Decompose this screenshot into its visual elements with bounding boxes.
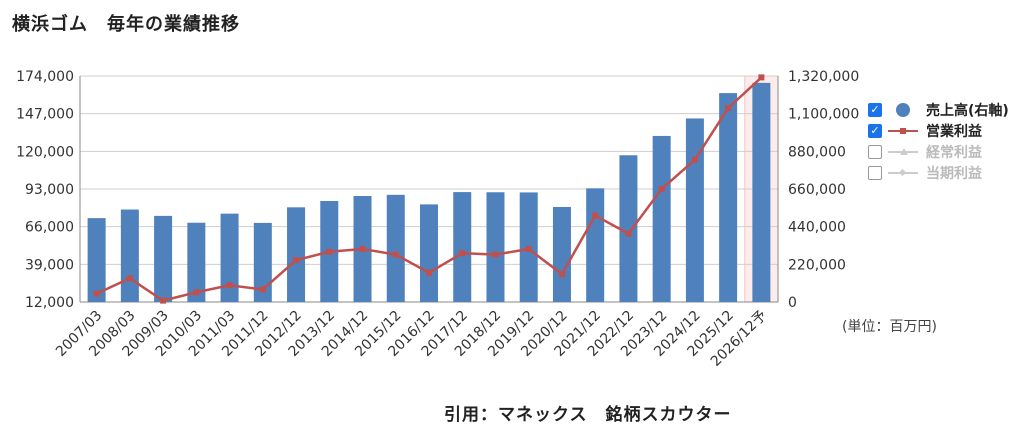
right-tick-label: 0	[788, 295, 797, 311]
line-point	[426, 269, 432, 276]
right-tick-label: 880,000	[788, 144, 846, 160]
line-point	[392, 251, 399, 258]
right-tick-label: 220,000	[788, 257, 846, 273]
left-tick-label: 12,000	[25, 295, 74, 311]
bar	[420, 204, 438, 302]
line-diamond-marker-icon	[888, 166, 922, 180]
line-point	[193, 289, 200, 296]
source-credit: 引用：マネックス 銘柄スカウター	[444, 405, 732, 425]
bar	[386, 194, 405, 302]
right-tick-label: 660,000	[788, 182, 846, 198]
checkbox-checked-icon[interactable]: ✓	[868, 102, 882, 117]
checkbox-unchecked-icon[interactable]	[868, 165, 882, 180]
unit-note: (単位：百万円)	[842, 319, 937, 335]
legend-item-ordinary-profit[interactable]: 経常利益	[868, 141, 1009, 162]
line-square-marker-icon	[888, 124, 922, 138]
bar	[453, 192, 472, 302]
line-point	[93, 290, 100, 297]
legend: ✓ 売上高(右軸) ✓ 営業利益 経常利益 当期利益	[868, 99, 1009, 183]
line-point	[126, 275, 133, 282]
bar	[120, 209, 139, 302]
legend-label: 営業利益	[926, 123, 982, 140]
bar	[154, 215, 173, 302]
line-point	[525, 245, 532, 252]
line-point	[725, 105, 732, 112]
circle-marker-icon	[888, 102, 922, 117]
bar	[652, 135, 671, 302]
left-tick-label: 120,000	[16, 144, 74, 160]
legend-item-sales[interactable]: ✓ 売上高(右軸)	[868, 99, 1009, 120]
line-point	[558, 271, 565, 278]
line-point	[592, 212, 599, 219]
line-point	[459, 250, 466, 257]
bar	[586, 188, 605, 302]
chart-title: 横浜ゴム 毎年の業績推移	[12, 14, 240, 35]
bar	[486, 192, 505, 302]
left-tick-label: 66,000	[25, 220, 74, 236]
bar	[719, 93, 738, 302]
bar	[685, 118, 704, 303]
bar	[287, 207, 306, 302]
right-tick-label: 1,320,000	[788, 69, 859, 85]
line-triangle-marker-icon	[888, 145, 922, 159]
left-tick-label: 93,000	[25, 182, 74, 198]
bar	[220, 213, 239, 302]
line-point	[160, 297, 167, 304]
line-point	[492, 251, 499, 258]
left-tick-label: 39,000	[25, 257, 74, 273]
legend-label: 当期利益	[926, 165, 982, 182]
right-tick-label: 440,000	[788, 220, 846, 236]
line-point	[758, 74, 765, 81]
bar	[752, 82, 771, 303]
line-point	[259, 286, 266, 293]
line-point	[326, 248, 333, 255]
legend-item-net-profit[interactable]: 当期利益	[868, 162, 1009, 183]
line-point	[293, 257, 300, 264]
left-tick-label: 174,000	[16, 69, 74, 85]
legend-label: 経常利益	[926, 144, 982, 161]
legend-item-operating-profit[interactable]: ✓ 営業利益	[868, 120, 1009, 141]
bar	[552, 206, 571, 302]
bar	[87, 218, 106, 302]
checkbox-unchecked-icon[interactable]	[868, 144, 882, 159]
bar	[619, 155, 638, 302]
line-point	[658, 186, 665, 192]
left-tick-label: 147,000	[16, 107, 74, 123]
bar	[187, 222, 206, 302]
line-point	[691, 156, 698, 163]
line-point	[359, 245, 366, 252]
line-point	[226, 282, 233, 289]
right-tick-label: 1,100,000	[788, 107, 859, 123]
line-point	[625, 230, 632, 237]
legend-label: 売上高(右軸)	[926, 102, 1009, 119]
bar	[253, 222, 272, 302]
checkbox-checked-icon[interactable]: ✓	[868, 123, 882, 138]
